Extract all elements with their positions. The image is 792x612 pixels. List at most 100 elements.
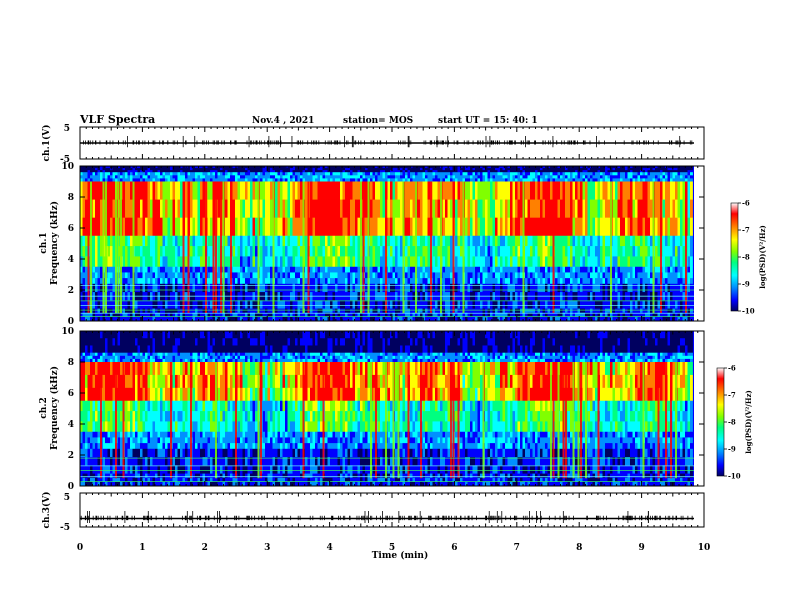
spectrogram-cell bbox=[250, 168, 253, 171]
spectrogram-cell bbox=[505, 312, 508, 318]
spectrogram-cell bbox=[420, 272, 423, 279]
spectrogram-cell bbox=[527, 266, 531, 273]
spectrogram-cell bbox=[152, 278, 156, 285]
spectrogram-cell bbox=[492, 316, 496, 321]
spectrogram-cell bbox=[280, 266, 283, 273]
spectrogram-cell bbox=[265, 308, 268, 314]
spectrogram-cell bbox=[457, 166, 461, 169]
spectrogram-cell bbox=[565, 217, 568, 237]
spectrogram-cell bbox=[342, 256, 346, 268]
spectrogram-cell bbox=[112, 181, 116, 200]
spectrogram-cell bbox=[412, 278, 416, 285]
spectrogram-cell bbox=[600, 283, 603, 293]
spectrogram-cell bbox=[545, 256, 548, 268]
spectrogram-cell bbox=[440, 175, 443, 179]
spectrogram-cell bbox=[560, 278, 563, 285]
spectrogram-cell bbox=[155, 217, 158, 237]
spectrogram-cell bbox=[342, 172, 346, 176]
spectrogram-cell bbox=[557, 316, 561, 321]
spectrogram-cell bbox=[107, 308, 111, 314]
spectrogram-cell bbox=[90, 166, 93, 169]
spectrogram-cell bbox=[295, 181, 298, 200]
spectrogram-cell bbox=[305, 235, 308, 247]
spectrogram-cell bbox=[442, 168, 446, 171]
spectrogram-cell bbox=[380, 308, 383, 314]
spectrogram-cell bbox=[542, 266, 546, 273]
spectrogram-cell bbox=[365, 178, 368, 182]
spectrogram-cell bbox=[502, 300, 506, 309]
spectrogram-cell bbox=[377, 166, 381, 169]
spectrogram-burst bbox=[272, 181, 275, 314]
spectrogram-cell bbox=[92, 272, 96, 279]
spectrogram-cell bbox=[275, 217, 278, 237]
spectrogram-cell bbox=[530, 300, 533, 309]
spectrogram-cell bbox=[330, 308, 333, 314]
spectrogram-cell bbox=[417, 166, 421, 169]
spectrogram-cell bbox=[180, 278, 183, 285]
spectrogram-cell bbox=[207, 308, 211, 314]
spectrogram-cell bbox=[540, 170, 543, 173]
spectrogram-cell bbox=[152, 178, 156, 182]
spectrogram-cell bbox=[190, 278, 193, 285]
spectrogram-cell bbox=[395, 199, 398, 219]
spectrogram-cell bbox=[347, 178, 351, 182]
spectrogram-cell bbox=[227, 266, 231, 273]
spectrogram-cell bbox=[270, 266, 273, 273]
spectrogram-cell bbox=[385, 172, 388, 176]
spectrogram-cell bbox=[130, 300, 133, 309]
spectrogram-cell bbox=[475, 235, 478, 247]
spectrogram-cell bbox=[112, 272, 116, 279]
spectrogram-cell bbox=[542, 272, 546, 279]
spectrogram-cell bbox=[265, 235, 268, 247]
spectrogram-cell bbox=[280, 256, 283, 268]
spectrogram-cell bbox=[282, 166, 286, 169]
spectrogram-cell bbox=[387, 266, 391, 273]
spectrogram-cell bbox=[545, 199, 548, 219]
spectrogram-cell bbox=[177, 172, 181, 176]
spectrogram-cell bbox=[592, 272, 596, 279]
spectrogram-cell bbox=[585, 308, 588, 314]
spectrogram-cell bbox=[412, 272, 416, 279]
spectrogram-cell bbox=[300, 181, 303, 200]
spectrogram-cell bbox=[230, 170, 233, 173]
spectrogram-cell bbox=[480, 168, 483, 171]
spectrogram-cell bbox=[135, 266, 138, 273]
spectrogram-cell bbox=[105, 175, 108, 179]
spectrogram-cell bbox=[350, 278, 353, 285]
spectrogram-cell bbox=[557, 272, 561, 279]
spectrogram-cell bbox=[280, 278, 283, 285]
spectrogram-cell bbox=[260, 199, 263, 219]
spectrogram-cell bbox=[420, 300, 423, 309]
spectrogram-cell bbox=[535, 170, 538, 173]
spectrogram-burst bbox=[220, 181, 222, 314]
spectrogram-cell bbox=[572, 278, 576, 285]
spectrogram-cell bbox=[470, 170, 473, 173]
spectrogram-cell bbox=[270, 172, 273, 176]
spectrogram-cell bbox=[487, 266, 491, 273]
spectrogram-cell bbox=[150, 272, 153, 279]
spectrogram-cell bbox=[200, 217, 203, 237]
spectrogram-cell bbox=[577, 308, 581, 314]
spectrogram-cell bbox=[227, 217, 231, 237]
spectrogram-cell bbox=[560, 316, 563, 321]
spectrogram-cell bbox=[485, 235, 488, 247]
spectrogram-cell bbox=[177, 278, 181, 285]
spectrogram-cell bbox=[537, 172, 541, 176]
spectrogram-cell bbox=[472, 178, 476, 182]
spectrogram-cell bbox=[572, 246, 576, 257]
spectrogram-cell bbox=[292, 272, 296, 279]
spectrogram-cell bbox=[452, 170, 456, 173]
spectrogram-cell bbox=[377, 272, 381, 279]
spectrogram-cell bbox=[100, 308, 103, 314]
spectrogram-cell bbox=[492, 256, 496, 268]
spectrogram-cell bbox=[95, 300, 98, 309]
spectrogram-cell bbox=[227, 175, 231, 179]
spectrogram-cell bbox=[487, 166, 491, 169]
spectrogram-cell bbox=[127, 181, 131, 200]
spectrogram-cell bbox=[315, 217, 318, 237]
spectrogram-cell bbox=[200, 272, 203, 279]
spectrogram-cell bbox=[252, 300, 256, 309]
spectrogram-cell bbox=[492, 175, 496, 179]
spectrogram-cell bbox=[525, 178, 528, 182]
spectrogram-cell bbox=[235, 266, 238, 273]
